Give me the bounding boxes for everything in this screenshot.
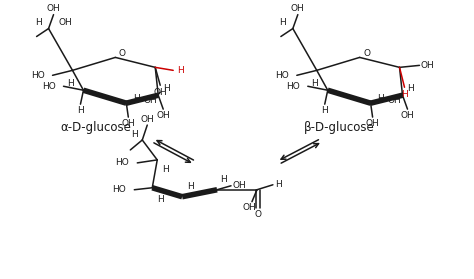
Text: H: H bbox=[280, 18, 286, 27]
Text: H: H bbox=[219, 175, 227, 184]
Text: HO: HO bbox=[286, 82, 300, 91]
Text: H: H bbox=[407, 84, 414, 93]
Text: OH: OH bbox=[401, 110, 414, 120]
Text: H: H bbox=[35, 18, 42, 27]
Text: HO: HO bbox=[275, 71, 289, 80]
Text: O: O bbox=[255, 210, 262, 219]
Text: OH: OH bbox=[121, 119, 135, 128]
Text: HO: HO bbox=[113, 185, 127, 194]
Text: H: H bbox=[162, 165, 169, 174]
Text: OH: OH bbox=[140, 115, 154, 124]
Text: O: O bbox=[119, 49, 126, 58]
Text: H: H bbox=[133, 94, 140, 103]
Text: H: H bbox=[131, 129, 137, 139]
Text: H: H bbox=[275, 180, 282, 189]
Text: HO: HO bbox=[42, 82, 55, 91]
Text: H: H bbox=[177, 66, 183, 75]
Text: H: H bbox=[401, 90, 408, 99]
Text: H: H bbox=[67, 79, 74, 88]
Text: H: H bbox=[311, 79, 318, 88]
Text: OH: OH bbox=[46, 4, 60, 13]
Text: OH: OH bbox=[156, 110, 170, 120]
Text: HO: HO bbox=[116, 158, 129, 167]
Text: OH: OH bbox=[291, 4, 305, 13]
Text: H: H bbox=[163, 84, 170, 93]
Text: OH: OH bbox=[366, 119, 380, 128]
Text: H: H bbox=[321, 106, 328, 115]
Text: H: H bbox=[157, 195, 164, 204]
Text: H: H bbox=[187, 182, 193, 191]
Text: OH: OH bbox=[420, 61, 434, 70]
Text: β-D-glucose: β-D-glucose bbox=[304, 121, 375, 134]
Text: OH: OH bbox=[388, 96, 401, 105]
Text: OH: OH bbox=[143, 96, 157, 105]
Text: α-D-glucose: α-D-glucose bbox=[60, 121, 131, 134]
Text: H: H bbox=[77, 106, 84, 115]
Text: OH: OH bbox=[232, 181, 246, 190]
Text: OH: OH bbox=[242, 203, 256, 212]
Text: HO: HO bbox=[31, 71, 45, 80]
Text: OH: OH bbox=[58, 18, 72, 27]
Text: H: H bbox=[377, 94, 384, 103]
Text: O: O bbox=[363, 49, 370, 58]
Text: OH: OH bbox=[154, 88, 167, 97]
